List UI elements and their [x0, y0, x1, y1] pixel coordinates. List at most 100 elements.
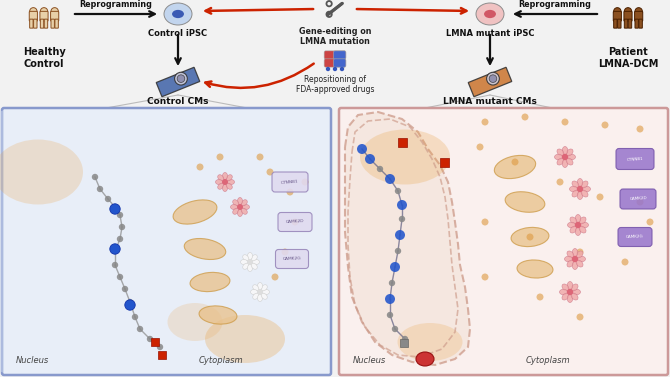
FancyBboxPatch shape	[334, 59, 346, 67]
Circle shape	[216, 153, 224, 161]
Bar	[158, 351, 166, 359]
Circle shape	[112, 248, 118, 254]
Ellipse shape	[572, 248, 578, 256]
FancyBboxPatch shape	[620, 189, 656, 209]
Ellipse shape	[578, 178, 583, 187]
FancyBboxPatch shape	[55, 19, 58, 28]
Text: Healthy
Control: Healthy Control	[23, 47, 66, 69]
Ellipse shape	[172, 10, 184, 18]
FancyBboxPatch shape	[51, 19, 54, 28]
Circle shape	[577, 186, 583, 192]
Circle shape	[357, 144, 367, 154]
Ellipse shape	[164, 3, 192, 25]
Ellipse shape	[579, 226, 586, 233]
Circle shape	[175, 72, 188, 85]
Ellipse shape	[566, 149, 573, 156]
FancyBboxPatch shape	[614, 19, 617, 28]
Circle shape	[567, 289, 574, 295]
Ellipse shape	[243, 255, 249, 261]
Ellipse shape	[0, 139, 83, 204]
Circle shape	[385, 174, 395, 184]
Bar	[440, 158, 449, 167]
Ellipse shape	[243, 263, 249, 269]
Circle shape	[267, 169, 273, 176]
FancyBboxPatch shape	[272, 172, 308, 192]
FancyBboxPatch shape	[275, 250, 308, 268]
Circle shape	[402, 336, 408, 342]
Circle shape	[333, 67, 337, 71]
Ellipse shape	[567, 251, 574, 258]
FancyBboxPatch shape	[635, 19, 639, 28]
Ellipse shape	[572, 289, 580, 295]
Circle shape	[389, 280, 395, 286]
Ellipse shape	[559, 289, 567, 295]
Ellipse shape	[580, 222, 588, 228]
Circle shape	[196, 164, 204, 170]
Circle shape	[395, 248, 401, 254]
FancyBboxPatch shape	[624, 11, 632, 21]
Ellipse shape	[517, 260, 553, 278]
Circle shape	[489, 75, 496, 83]
FancyBboxPatch shape	[339, 108, 668, 375]
Ellipse shape	[511, 227, 549, 247]
Ellipse shape	[476, 3, 504, 25]
Bar	[400, 339, 408, 347]
Text: Nucleus: Nucleus	[353, 356, 386, 365]
Text: LMNA mutant CMs: LMNA mutant CMs	[443, 97, 537, 106]
Circle shape	[119, 224, 125, 230]
Circle shape	[482, 219, 488, 225]
Ellipse shape	[571, 284, 578, 291]
Circle shape	[614, 8, 621, 15]
Ellipse shape	[567, 154, 576, 160]
Ellipse shape	[190, 272, 230, 292]
Circle shape	[271, 273, 279, 280]
FancyBboxPatch shape	[324, 59, 346, 67]
Circle shape	[40, 8, 48, 15]
Circle shape	[622, 259, 628, 265]
Ellipse shape	[484, 10, 496, 18]
Ellipse shape	[247, 265, 253, 271]
Ellipse shape	[205, 315, 285, 363]
Ellipse shape	[168, 303, 222, 341]
Circle shape	[147, 336, 153, 342]
Ellipse shape	[570, 186, 578, 192]
Ellipse shape	[572, 190, 579, 197]
Text: CTNNB1: CTNNB1	[281, 179, 299, 185]
Ellipse shape	[562, 293, 569, 300]
Polygon shape	[468, 67, 512, 97]
Ellipse shape	[222, 184, 228, 192]
Circle shape	[602, 121, 608, 129]
Ellipse shape	[576, 227, 581, 236]
FancyBboxPatch shape	[50, 11, 59, 21]
Ellipse shape	[576, 251, 583, 258]
Circle shape	[222, 179, 228, 185]
Ellipse shape	[578, 192, 583, 199]
Circle shape	[157, 344, 163, 350]
Ellipse shape	[184, 239, 226, 259]
Ellipse shape	[253, 285, 259, 291]
Circle shape	[51, 8, 58, 15]
Ellipse shape	[579, 217, 586, 224]
Circle shape	[137, 326, 143, 332]
Ellipse shape	[232, 200, 239, 206]
Ellipse shape	[253, 259, 259, 265]
Circle shape	[287, 188, 293, 196]
Ellipse shape	[218, 183, 224, 189]
Ellipse shape	[237, 210, 243, 216]
Circle shape	[92, 174, 98, 180]
Text: Patient
LMNA-DCM: Patient LMNA-DCM	[598, 47, 658, 69]
Ellipse shape	[570, 226, 577, 233]
Circle shape	[302, 178, 308, 185]
Ellipse shape	[241, 208, 247, 214]
Circle shape	[247, 259, 253, 265]
Ellipse shape	[261, 293, 267, 299]
Text: Cytoplasm: Cytoplasm	[526, 356, 571, 365]
Circle shape	[291, 219, 299, 225]
Circle shape	[482, 118, 488, 126]
Text: Cytoplasm: Cytoplasm	[199, 356, 244, 365]
FancyBboxPatch shape	[624, 19, 628, 28]
FancyBboxPatch shape	[618, 227, 652, 247]
Ellipse shape	[243, 204, 249, 210]
Text: Reprogramming: Reprogramming	[80, 0, 153, 9]
Circle shape	[636, 199, 643, 205]
